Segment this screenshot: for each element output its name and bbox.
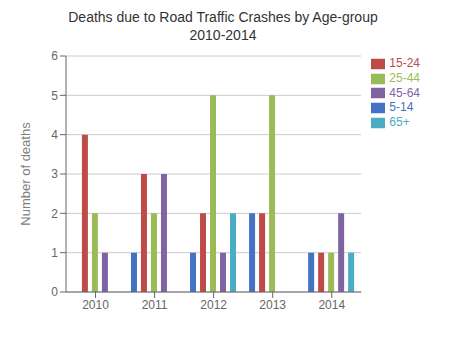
svg-text:2013: 2013	[259, 298, 286, 312]
svg-text:3: 3	[51, 167, 58, 181]
html-text:15-24: 15-24	[389, 56, 420, 70]
svg-text:6: 6	[51, 49, 58, 63]
html-text:45-64: 45-64	[389, 85, 420, 100]
svg-text:2010: 2010	[82, 298, 109, 312]
svg-text:2012: 2012	[200, 298, 227, 312]
svg-text:5: 5	[51, 89, 58, 103]
svg-text:2011: 2011	[142, 298, 168, 312]
svg-text:4: 4	[51, 128, 58, 142]
svg-text:1: 1	[51, 246, 58, 260]
svg-text:2: 2	[51, 207, 58, 221]
svg-text:Number of deaths: Number of deaths	[18, 122, 33, 226]
html-text:Deaths due to Road Traffic Cra: Deaths due to Road Traffic Crashes by Ag…	[68, 9, 378, 25]
svg-text:2014: 2014	[318, 298, 345, 312]
html-text:2010-2014: 2010-2014	[189, 27, 257, 43]
html-text:25-44: 25-44	[389, 70, 420, 85]
svg-text:0: 0	[51, 285, 58, 299]
html-text:5-14: 5-14	[389, 100, 414, 115]
html-text:65+: 65+	[389, 115, 410, 130]
